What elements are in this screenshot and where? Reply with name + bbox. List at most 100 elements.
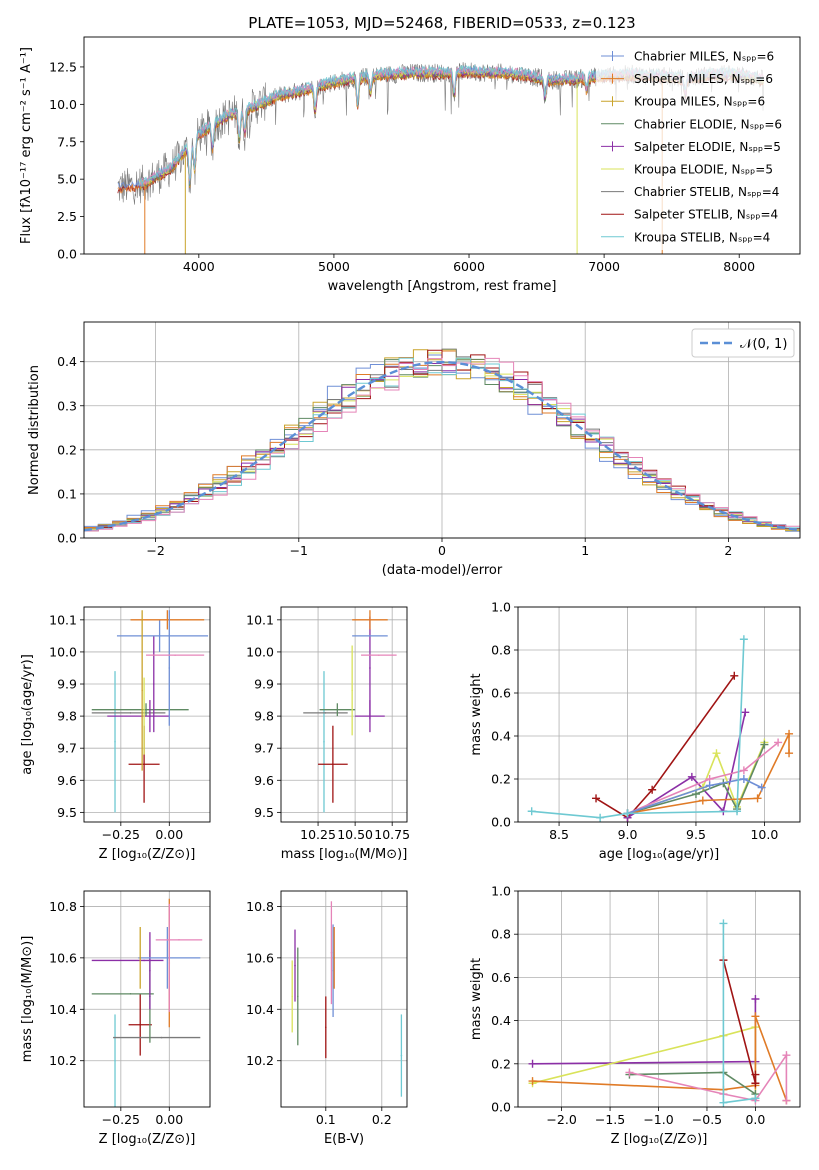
- axes-frame: [83, 36, 801, 255]
- plus-marker: [785, 729, 794, 738]
- series-line-chabrier_miles: [627, 778, 763, 815]
- panel-5: −0.25 0.00 10.2 10.4 10.6 10.8 Z [log₁₀(Z/Z⊙)]…: [20, 890, 211, 1147]
- y-tick-label: 2.5: [57, 209, 77, 224]
- normal-curve: [84, 360, 800, 532]
- y-tick-label: 9.5: [254, 805, 274, 820]
- x-axis-label: mass [log₁₀(M/M⊙)]: [281, 847, 408, 862]
- data-point: [160, 1036, 163, 1039]
- plus-marker: [751, 1070, 760, 1079]
- y-tick-label: 0.2: [57, 442, 77, 457]
- data-point: [139, 957, 142, 959]
- data-point: [294, 964, 296, 967]
- axes-frame: [517, 890, 801, 1108]
- plus-marker: [751, 995, 760, 1003]
- data-point: [332, 969, 334, 972]
- y-axis-label: mass weight: [469, 958, 484, 1040]
- data-point: [178, 939, 180, 941]
- plot-area: [303, 610, 397, 813]
- axes-frame: [280, 606, 408, 823]
- axes-frame: [517, 606, 801, 823]
- y-tick-label: 10.0: [246, 644, 274, 659]
- plus-marker: [739, 635, 748, 644]
- y-tick-label: 0.2: [491, 772, 511, 787]
- plus-marker: [648, 785, 657, 794]
- y-tick-label: 0.3: [57, 398, 77, 413]
- panel-2: −0.25 0.00 9.5 9.6 9.7 9.8 9.9 10.0 10.1 Z [log₁₀…: [20, 606, 211, 862]
- x-tick-label: −1: [290, 543, 308, 558]
- x-axis-label: Z [log₁₀(Z/Z⊙)]: [99, 847, 196, 862]
- y-tick-label: 10.6: [246, 950, 274, 965]
- plot-area: [291, 901, 403, 1097]
- data-point: [166, 619, 169, 621]
- y-tick-label: 12.5: [49, 59, 77, 74]
- series-line-salpeter_elodie: [532, 999, 757, 1065]
- y-tick-label: 1.0: [491, 600, 511, 615]
- x-tick-label: 9.0: [618, 827, 638, 842]
- y-tick-label: 0.1: [57, 486, 77, 501]
- data-point: [323, 740, 325, 743]
- plus-marker: [719, 919, 728, 928]
- data-point: [145, 708, 147, 711]
- legend: Chabrier MILES, Nₛₚₚ=6 Salpeter MILES, Nₛ…: [596, 41, 796, 250]
- data-point: [325, 1026, 327, 1029]
- panel-0: 4000 5000 6000 7000 8000 0.0 2.5 5.0 7.5 10.0 12.5…: [19, 14, 801, 294]
- series-line-salpeter_stelib: [722, 959, 757, 1084]
- plus-marker: [733, 807, 742, 816]
- panel-6: 0.1 0.2 10.2 10.4 10.6 10.8 E(B-V): [246, 890, 408, 1147]
- plus-marker: [596, 813, 605, 822]
- plus-marker: [527, 807, 536, 816]
- y-tick-label: 9.8: [254, 709, 274, 724]
- y-tick-label: 0.8: [491, 643, 511, 658]
- x-tick-label: 0.0: [745, 1112, 765, 1127]
- plus-marker: [592, 794, 601, 803]
- axes-frame: [83, 890, 211, 1108]
- plus-marker: [528, 1059, 537, 1068]
- x-tick-label: 7000: [588, 259, 620, 274]
- data-point: [351, 689, 353, 692]
- data-point: [378, 654, 380, 656]
- y-tick-label: 0.0: [491, 815, 511, 830]
- plus-marker: [757, 783, 766, 792]
- plot-area: [91, 898, 203, 1107]
- y-axis-label: age [log₁₀(age/yr)]: [20, 654, 35, 775]
- y-tick-label: 9.5: [57, 805, 77, 820]
- data-point: [330, 951, 333, 954]
- y-tick-label: 0.2: [491, 1056, 511, 1071]
- plus-marker: [625, 1068, 634, 1077]
- y-tick-label: 10.4: [49, 1002, 77, 1017]
- y-tick-label: 9.8: [57, 709, 77, 724]
- y-tick-label: 0.4: [491, 729, 511, 744]
- y-tick-label: 9.9: [57, 677, 77, 692]
- plus-marker: [712, 749, 721, 758]
- y-tick-label: 10.6: [49, 950, 77, 965]
- plus-marker: [730, 671, 739, 680]
- x-tick-label: −2.0: [546, 1112, 576, 1127]
- plus-marker: [739, 766, 748, 775]
- x-tick-label: −0.25: [102, 827, 140, 842]
- y-tick-label: 9.6: [57, 773, 77, 788]
- data-point: [149, 969, 151, 972]
- x-tick-label: 10.25: [300, 827, 336, 842]
- data-point: [143, 763, 145, 766]
- legend-label: Chabrier MILES, Nₛₚₚ=6: [634, 50, 774, 64]
- x-tick-label: 5000: [318, 259, 350, 274]
- data-point: [129, 993, 132, 995]
- plus-marker: [751, 1012, 760, 1021]
- y-tick-label: 9.6: [254, 773, 274, 788]
- x-tick-label: 10.0: [750, 827, 778, 842]
- data-point: [291, 995, 294, 998]
- data-point: [143, 959, 145, 962]
- x-tick-label: 0.00: [155, 827, 183, 842]
- y-tick-label: 7.5: [57, 134, 77, 149]
- data-point: [336, 708, 339, 711]
- y-tick-label: 0.4: [491, 1013, 511, 1028]
- y-tick-label: 9.7: [57, 741, 77, 756]
- plus-marker: [687, 772, 696, 781]
- panel-1: −2 −1 0 1 2 0.0 0.1 0.2 0.3 0.4 (data-model)/error…: [27, 321, 801, 578]
- x-tick-label: 6000: [453, 259, 485, 274]
- plus-marker: [785, 749, 794, 758]
- plus-marker: [719, 1098, 728, 1107]
- x-axis-label: age [log₁₀(age/yr)]: [599, 847, 720, 862]
- plot-area: [84, 348, 800, 534]
